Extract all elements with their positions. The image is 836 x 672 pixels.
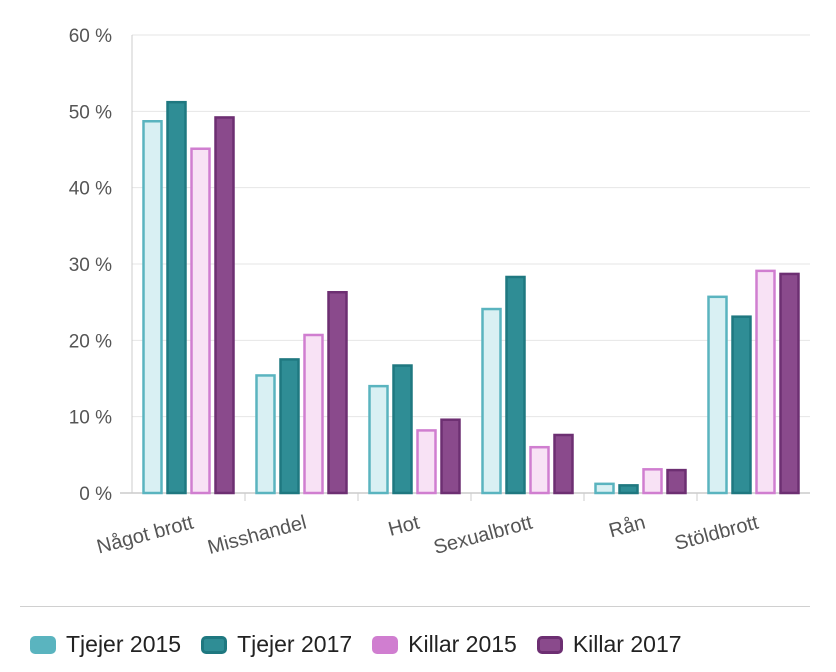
legend: Tjejer 2015 Tjejer 2017 Killar 2015 Kill…	[20, 606, 810, 658]
bar	[618, 484, 639, 495]
legend-label: Tjejer 2017	[237, 631, 353, 657]
legend-item-killar-2015[interactable]: Killar 2015	[372, 631, 517, 658]
y-tick-label: 30 %	[69, 255, 112, 276]
legend-item-killar-2017[interactable]: Killar 2017	[536, 631, 682, 658]
bar-chart: 0 % 10 % 20 % 30 % 40 % 50 % 60 % Något brott Mi…	[69, 26, 810, 559]
bar	[368, 384, 389, 495]
legend-label: Killar 2017	[572, 631, 682, 657]
bar	[553, 433, 574, 495]
x-tick-label: Sexualbrott	[431, 511, 535, 559]
legend-label: Killar 2015	[408, 631, 517, 657]
y-tick-label: 10 %	[69, 408, 112, 429]
bar	[481, 307, 502, 495]
x-tick-label: Något brott	[95, 511, 197, 558]
y-tick-label: 0 %	[79, 484, 112, 505]
x-tick-label: Hot	[386, 511, 422, 540]
legend-swatch	[536, 635, 563, 654]
legend-item-tjejer-2017[interactable]: Tjejer 2017	[201, 631, 352, 658]
bar	[214, 116, 235, 495]
bar	[779, 272, 800, 495]
bar	[505, 275, 526, 495]
y-tick-label: 50 %	[69, 102, 112, 123]
bar	[255, 374, 276, 495]
y-tick-label: 20 %	[69, 331, 112, 352]
bar	[392, 364, 413, 495]
legend-item-tjejer-2015[interactable]: Tjejer 2015	[30, 631, 181, 658]
legend-items: Tjejer 2015 Tjejer 2017 Killar 2015 Kill…	[20, 631, 810, 658]
x-tick-label: Rån	[607, 512, 648, 543]
bar	[529, 445, 550, 495]
y-tick-label: 60 %	[69, 26, 112, 47]
bar	[327, 290, 348, 495]
bar	[279, 358, 300, 495]
bar	[303, 333, 324, 495]
bar	[416, 429, 437, 495]
bar	[440, 418, 461, 495]
bar	[190, 147, 211, 495]
bar	[594, 482, 615, 495]
y-tick-label: 40 %	[69, 179, 112, 200]
x-tick-label: Misshandel	[205, 512, 308, 559]
legend-swatch	[201, 635, 228, 654]
bar	[642, 468, 663, 495]
x-tick-label: Stöldbrott	[672, 511, 761, 555]
legend-swatch	[30, 635, 56, 654]
bar	[755, 269, 776, 495]
bar	[731, 315, 752, 495]
legend-label: Tjejer 2015	[66, 631, 182, 657]
bar	[142, 120, 163, 495]
bar	[666, 468, 687, 495]
bar	[707, 295, 728, 495]
legend-swatch	[372, 635, 399, 654]
bar	[166, 100, 187, 495]
